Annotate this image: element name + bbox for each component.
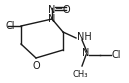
Text: N: N <box>48 14 56 24</box>
Text: Cl: Cl <box>112 50 122 60</box>
Text: N: N <box>82 48 90 58</box>
Text: O: O <box>62 5 70 15</box>
Text: Cl: Cl <box>5 21 14 31</box>
Text: NH: NH <box>77 32 92 42</box>
Text: CH₃: CH₃ <box>72 70 88 79</box>
Text: O: O <box>32 61 40 71</box>
Text: =: = <box>55 5 63 15</box>
Text: N: N <box>48 5 56 15</box>
